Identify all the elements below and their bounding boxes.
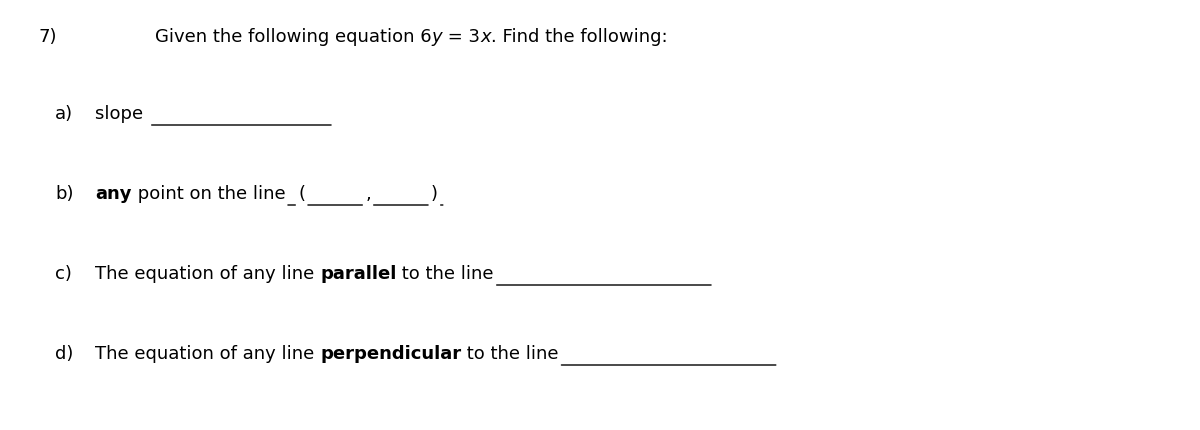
Text: point on the line: point on the line [132, 185, 286, 203]
Text: parallel: parallel [320, 265, 396, 283]
Text: The equation of any line: The equation of any line [95, 265, 320, 283]
Text: a): a) [55, 105, 73, 123]
Text: perpendicular: perpendicular [320, 345, 461, 363]
Text: c): c) [55, 265, 72, 283]
Text: . Find the following:: . Find the following: [491, 28, 667, 46]
Text: = 3: = 3 [443, 28, 480, 46]
Text: ,: , [365, 185, 371, 203]
Text: to the line: to the line [396, 265, 494, 283]
Text: x: x [480, 28, 491, 46]
Text: b): b) [55, 185, 73, 203]
Text: y: y [432, 28, 443, 46]
Text: 7): 7) [38, 28, 56, 46]
Text: any: any [95, 185, 132, 203]
Text: d): d) [55, 345, 73, 363]
Text: ): ) [431, 185, 438, 203]
Text: slope: slope [95, 105, 149, 123]
Text: (: ( [298, 185, 305, 203]
Text: to the line: to the line [461, 345, 559, 363]
Text: Given the following equation 6: Given the following equation 6 [155, 28, 432, 46]
Text: The equation of any line: The equation of any line [95, 345, 320, 363]
